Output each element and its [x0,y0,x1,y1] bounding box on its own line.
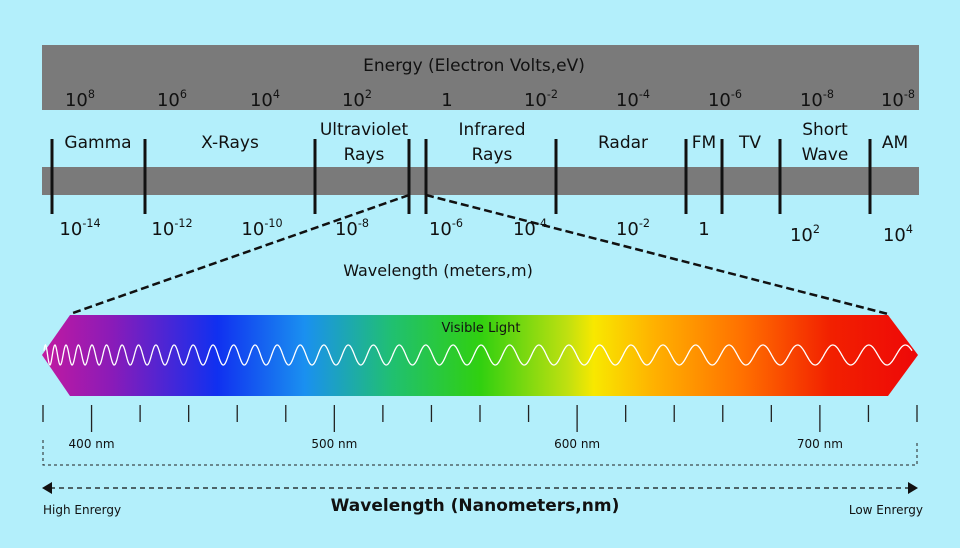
wavelength-tick-label: 1 [698,219,709,240]
nm-label: 400 nm [69,437,115,451]
tick-base: 10 [250,90,273,111]
nm-title: Wavelength (Nanometers,nm) [331,496,620,516]
arrow-left-icon [42,482,52,494]
wavelength-tick-label: 10-10 [241,217,282,240]
tick-base: 10 [616,90,639,111]
tick-exponent: -14 [82,217,100,230]
nm-label: 600 nm [554,437,600,451]
region-label: Wave [802,145,849,165]
range-bracket [42,440,918,466]
tick-base: 10 [881,90,904,111]
energy-tick-label: 106 [157,88,187,111]
tick-exponent: 2 [365,88,372,101]
tick-base: 10 [335,219,358,240]
region-label: Radar [598,133,648,153]
wavelength-tick-label: 10-12 [151,217,192,240]
tick-base: 10 [708,90,731,111]
tick-base: 10 [616,219,639,240]
nm-label: 500 nm [311,437,357,451]
visible-light-label: Visible Light [441,321,520,336]
region-label: FM [692,133,716,153]
tick-base: 10 [429,219,452,240]
region-label: Ultraviolet [320,120,409,140]
wavelength-tick-label: 10-8 [335,217,369,240]
light-wave [43,343,913,366]
tick-exponent: -6 [452,217,463,230]
tick-exponent: -8 [358,217,369,230]
tick-exponent: -2 [639,217,650,230]
tick-exponent: 6 [180,88,187,101]
tick-exponent: 4 [273,88,280,101]
region-label: AM [882,133,908,153]
arrow-right-icon [908,482,918,494]
tick-base: 10 [800,90,823,111]
region-label: TV [738,133,761,153]
energy-tick-label: 102 [342,88,372,111]
energy-tick-label: 10-6 [708,88,742,111]
energy-tick-label: 1 [441,90,452,111]
zoom-line-right [425,193,889,316]
tick-base: 1 [441,90,452,111]
tick-base: 1 [698,219,709,240]
tick-exponent: -8 [823,88,834,101]
spectrum-band [42,167,919,195]
nm-label: 700 nm [797,437,843,451]
region-label: Gamma [64,133,131,153]
tick-exponent: 8 [88,88,95,101]
tick-exponent: -4 [536,217,547,230]
energy-tick-label: 10-4 [616,88,650,111]
tick-base: 10 [790,225,813,246]
energy-title: Energy (Electron Volts,eV) [363,56,585,76]
region-label: X-Rays [201,133,259,153]
tick-base: 10 [59,219,82,240]
tick-exponent: -12 [174,217,192,230]
region-label: Rays [344,145,385,165]
low-energy-label: Low Enrergy [849,503,923,517]
visible-spectrum [42,315,918,396]
wavelength-tick-label: 104 [883,223,913,246]
tick-base: 10 [151,219,174,240]
energy-tick-label: 10-8 [881,88,915,111]
region-label: Infrared [458,120,525,140]
tick-exponent: -4 [639,88,650,101]
tick-exponent: -6 [731,88,742,101]
tick-exponent: 4 [906,223,913,236]
energy-tick-label: 104 [250,88,280,111]
energy-tick-label: 10-8 [800,88,834,111]
tick-base: 10 [241,219,264,240]
tick-base: 10 [513,219,536,240]
region-label: Short [802,120,848,140]
energy-tick-label: 10-2 [524,88,558,111]
wavelength-tick-label: 10-2 [616,217,650,240]
tick-base: 10 [883,225,906,246]
tick-exponent: -10 [264,217,282,230]
tick-exponent: -2 [547,88,558,101]
tick-exponent: 2 [813,223,820,236]
energy-tick-label: 108 [65,88,95,111]
wavelength-tick-label: 10-14 [59,217,100,240]
tick-base: 10 [524,90,547,111]
region-label: Rays [472,145,513,165]
wavelength-title: Wavelength (meters,m) [343,261,533,280]
high-energy-label: High Enrergy [43,503,121,517]
tick-base: 10 [65,90,88,111]
tick-base: 10 [342,90,365,111]
energy-band [42,45,919,110]
wavelength-tick-label: 10-6 [429,217,463,240]
tick-exponent: -8 [904,88,915,101]
wavelength-tick-label: 102 [790,223,820,246]
tick-base: 10 [157,90,180,111]
wavelength-tick-label: 10-4 [513,217,547,240]
zoom-line-left [69,193,410,316]
